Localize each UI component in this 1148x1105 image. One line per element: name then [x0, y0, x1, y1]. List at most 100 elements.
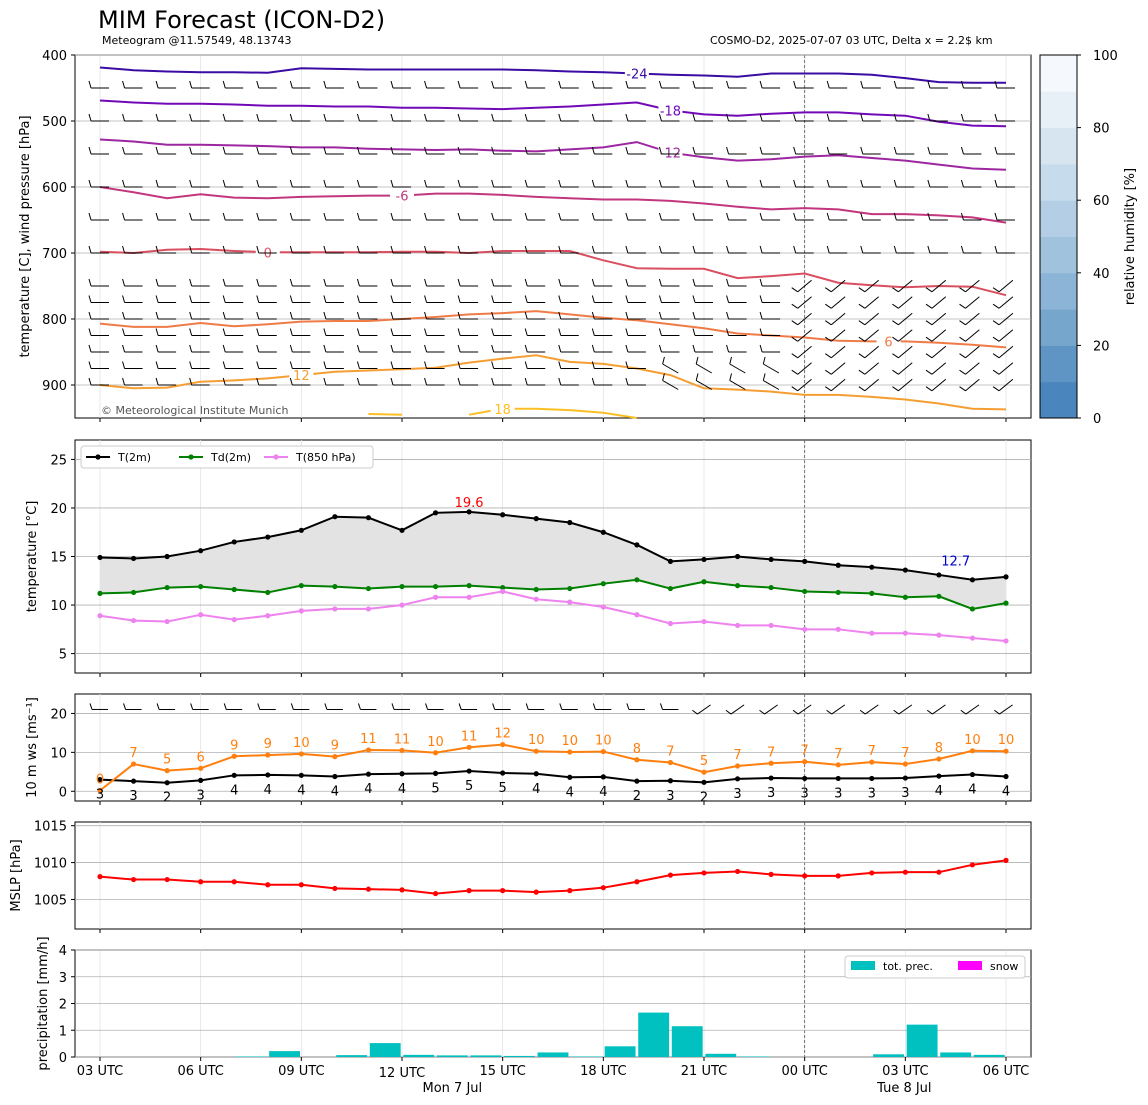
wind-barb-feather: [122, 245, 126, 254]
gust-label: 11: [360, 732, 377, 747]
gust-label: 9: [264, 737, 272, 752]
wind-barb: [189, 344, 210, 353]
wind-barb: [558, 377, 579, 386]
wind-barb: [122, 295, 143, 303]
wind-barb: [323, 377, 344, 386]
data-point: [600, 581, 606, 587]
wind-barb: [591, 295, 613, 303]
wind-barb-feather: [591, 328, 595, 336]
wind-barb-feather: [692, 278, 696, 287]
wind-barb: [122, 344, 143, 353]
wind-barb-feather: [524, 245, 528, 254]
wind-speed-label: 4: [331, 784, 339, 799]
data-point: [231, 539, 237, 545]
wind-barb-feather: [356, 361, 360, 369]
wind-barb-feather: [457, 245, 461, 254]
gust-label: 7: [767, 745, 775, 760]
wind-barb-feather: [289, 212, 293, 221]
wind-barb-shaft: [831, 329, 846, 342]
wind-barb-feather: [791, 386, 799, 392]
wind-barb: [960, 146, 982, 155]
data-point: [768, 622, 774, 629]
wind-barb: [558, 146, 579, 155]
data-point: [164, 618, 170, 625]
wind-barb-feather: [860, 80, 864, 89]
wind-barb: [256, 245, 277, 254]
wind-barb-feather: [959, 353, 966, 359]
data-point: [399, 527, 405, 533]
data-point: [1003, 638, 1009, 644]
wind-barb: [959, 296, 980, 309]
data-point: [198, 612, 204, 618]
gust-label: 10: [528, 733, 545, 748]
wind-barb-feather: [222, 113, 226, 122]
wind-barb-feather: [558, 278, 562, 287]
data-point: [600, 774, 606, 780]
gust-label: 10: [562, 734, 579, 749]
wind-barb: [591, 344, 613, 353]
precip-bar: [235, 1056, 267, 1057]
gust-label: 7: [834, 747, 842, 762]
wind-barb: [88, 295, 109, 303]
wind-barb: [88, 328, 109, 336]
wind-barb: [860, 113, 881, 122]
wind-barb-feather: [591, 80, 595, 89]
data-point: [936, 593, 942, 599]
wind-barb-feather: [992, 386, 1000, 392]
data-point: [768, 556, 774, 563]
wind-barb: [189, 295, 210, 303]
wind-barb-shaft: [763, 380, 780, 390]
data-point: [835, 562, 841, 568]
wind-barb-feather: [994, 80, 998, 89]
wind-barb-feather: [892, 320, 899, 326]
wind-barb: [289, 179, 311, 188]
wind-barb: [726, 295, 747, 303]
wind-barb: [591, 377, 613, 386]
data-point: [701, 769, 707, 775]
wind-barb-feather: [323, 295, 327, 303]
wind-barb-feather: [558, 295, 562, 303]
wind-barb: [625, 113, 646, 122]
wind-barb: [323, 146, 344, 155]
wind-barb-feather: [155, 245, 159, 254]
gust-label: 5: [700, 754, 708, 769]
wind-barb: [390, 361, 411, 369]
wind-speed-label: 4: [264, 783, 272, 798]
y-tick-label: 900: [42, 379, 67, 394]
wind-barb: [524, 146, 546, 155]
data-point: [164, 553, 170, 560]
y-axis-label: precipitation [mm/h]: [36, 936, 51, 1070]
data-point: [265, 589, 271, 596]
series-line: [99, 743, 1007, 792]
wind-barb: [858, 312, 879, 326]
wind-barb-feather: [323, 278, 327, 287]
wind-barb-feather: [925, 320, 933, 326]
wind-barb-feather: [122, 179, 126, 188]
wind-barb: [356, 278, 378, 287]
wind-speed-label: 3: [733, 787, 741, 802]
data-point: [533, 748, 539, 754]
wind-barb-shaft: [898, 345, 913, 359]
data-point: [399, 602, 405, 608]
data-point: [164, 584, 170, 591]
wind-barb: [860, 179, 881, 188]
wind-barb-feather: [860, 212, 864, 221]
wind-barb-feather: [256, 245, 260, 254]
wind-barb-feather: [759, 295, 763, 303]
data-point: [600, 748, 606, 755]
wind-barb-feather: [524, 80, 528, 89]
wind-barb-feather: [826, 245, 830, 254]
wind-barb-feather: [457, 113, 461, 122]
data-point: [500, 888, 506, 894]
wind-barb-feather: [893, 80, 897, 89]
wind-barb-feather: [858, 386, 866, 392]
wind-barb-shaft: [662, 380, 679, 390]
wind-barb-feather: [289, 344, 293, 353]
wind-barb-feather: [793, 212, 797, 221]
wind-barb-feather: [424, 113, 428, 122]
isotherm-line: [99, 310, 1007, 349]
wind-barb: [658, 344, 680, 353]
wind-barb: [122, 146, 143, 155]
wind-barb: [558, 311, 579, 320]
wind-barb-feather: [222, 179, 226, 188]
